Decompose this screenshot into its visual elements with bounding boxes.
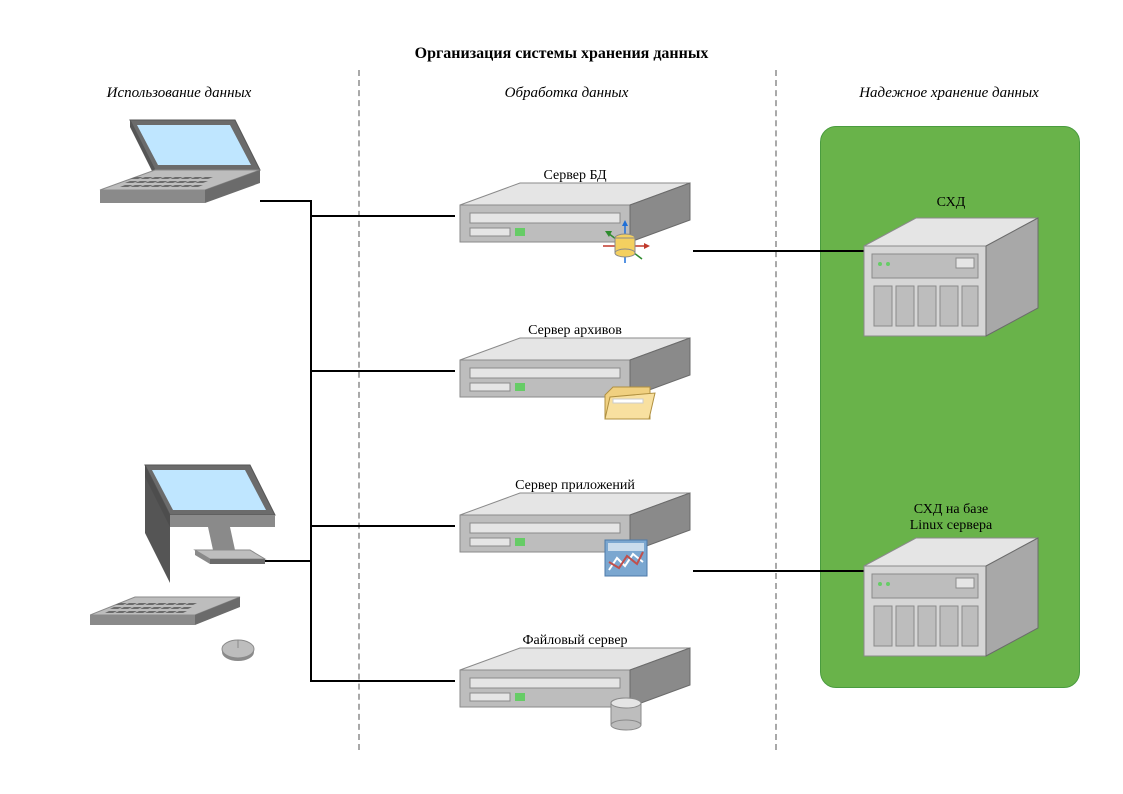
- server-app-label: Сервер приложений: [455, 478, 695, 494]
- wire-file: [310, 680, 455, 682]
- server-archive-label: Сервер архивов: [455, 323, 695, 339]
- diagram-title: Организация системы хранения данных: [0, 45, 1123, 63]
- wire-app: [310, 525, 455, 527]
- storage-linux-label: СХД на базе Linux сервера: [856, 502, 1046, 534]
- col-header-storage: Надежное хранение данных: [775, 85, 1123, 102]
- bus-vertical: [310, 200, 312, 680]
- storage-linux-icon: [856, 528, 1046, 673]
- wire-db-san: [693, 250, 868, 252]
- server-db-icon: [455, 180, 695, 280]
- server-archive-icon: [455, 335, 695, 435]
- server-file-icon: [455, 645, 695, 745]
- wire-db: [310, 215, 455, 217]
- wire-archive: [310, 370, 455, 372]
- col-header-usage: Использование данных: [0, 85, 358, 102]
- diagram-canvas: Организация системы хранения данных Испо…: [0, 0, 1123, 794]
- storage-san-icon: [856, 208, 1046, 353]
- server-db-label: Сервер БД: [455, 168, 695, 184]
- server-app-icon: [455, 490, 695, 590]
- storage-san-label: СХД: [856, 195, 1046, 211]
- laptop-icon: [90, 115, 270, 265]
- column-divider-1: [358, 70, 360, 750]
- desktop-icon: [90, 455, 280, 695]
- wire-app-san: [693, 570, 868, 572]
- column-divider-2: [775, 70, 777, 750]
- col-header-processing: Обработка данных: [358, 85, 775, 102]
- server-file-label: Файловый сервер: [455, 633, 695, 649]
